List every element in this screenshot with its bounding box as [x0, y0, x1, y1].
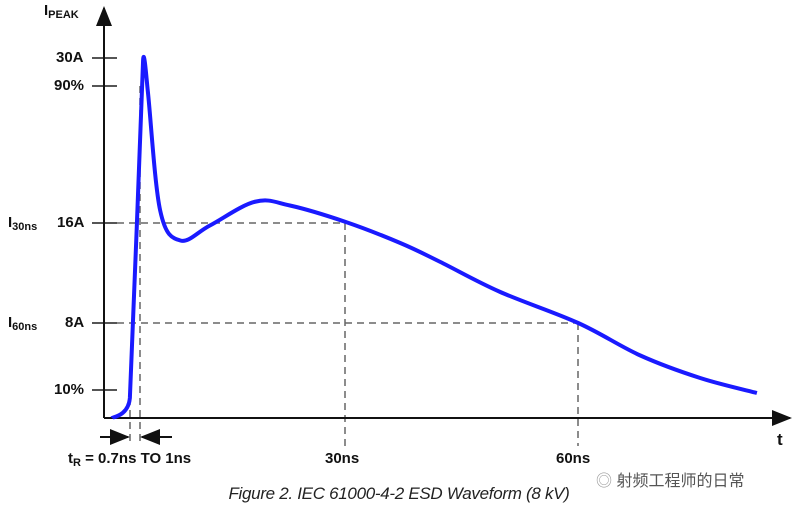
- rise-time-label: tR = 0.7ns TO 1ns: [68, 450, 192, 469]
- esd-current-line: [110, 55, 758, 420]
- y-axis-label: IPEAK: [44, 2, 79, 21]
- y-label-i60ns: I60ns: [8, 314, 38, 333]
- y-tick-8a: 8A: [65, 314, 85, 331]
- x-tick-30ns: 30ns: [325, 450, 360, 467]
- figure-caption: Figure 2. IEC 61000-4-2 ESD Waveform (8 …: [228, 484, 570, 503]
- y-label-i30ns: I30ns: [8, 214, 38, 233]
- wechat-icon: ◎: [596, 473, 617, 490]
- guide-lines: [117, 86, 579, 446]
- watermark: ◎ 射频工程师的日常: [596, 473, 745, 490]
- x-axis-label: t: [777, 430, 783, 449]
- y-tick-10pct: 10%: [54, 381, 85, 398]
- x-tick-60ns: 60ns: [556, 450, 591, 467]
- y-tick-16a: 16A: [57, 214, 85, 231]
- y-tick-30a: 30A: [56, 49, 84, 66]
- y-tick-90pct: 90%: [54, 77, 85, 94]
